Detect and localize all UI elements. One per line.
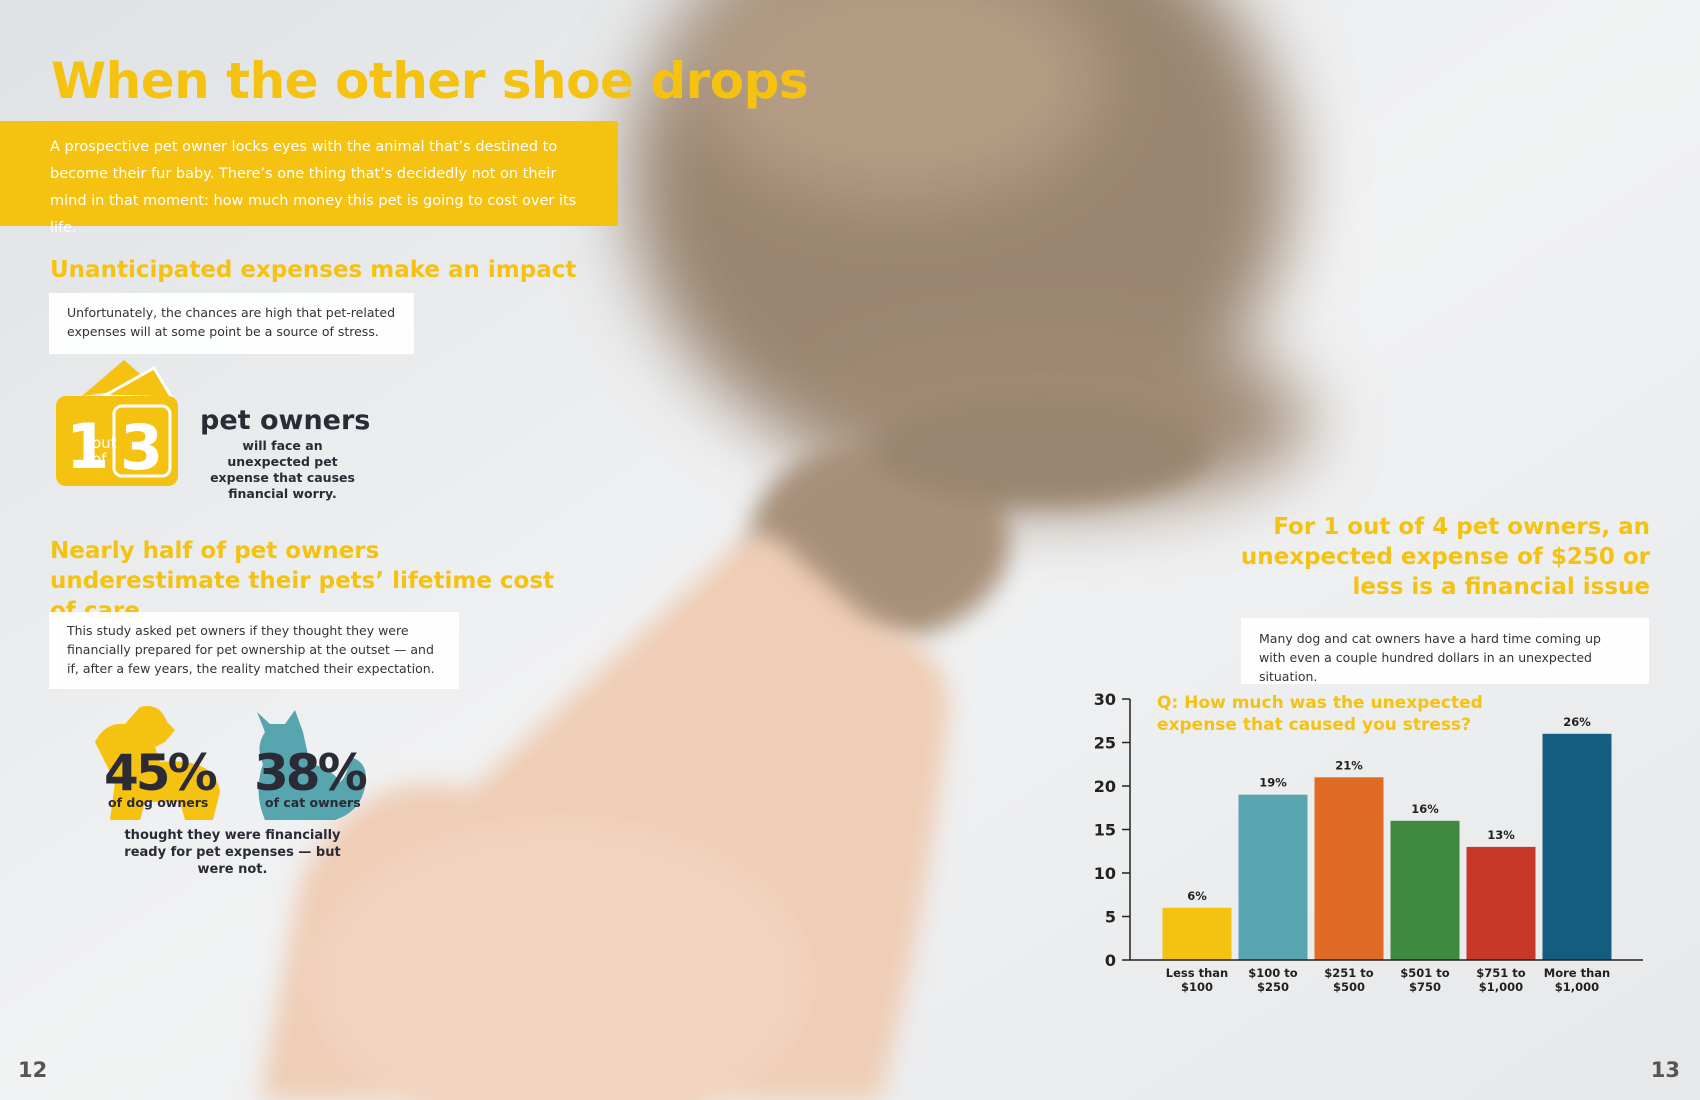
x-tick-label: $251 to $500 [1324, 966, 1374, 994]
dog-stat: 45% [104, 744, 218, 802]
pet-icons [95, 706, 366, 820]
body-text: Many dog and cat owners have a hard time… [1259, 631, 1601, 684]
stat-label: pet owners [200, 405, 371, 436]
page-number: 12 [18, 1058, 48, 1082]
section-heading: For 1 out of 4 pet owners, an unexpected… [1240, 514, 1650, 600]
intro-text: A prospective pet owner locks eyes with … [50, 139, 577, 236]
x-tick-label: $501 to $750 [1400, 966, 1450, 994]
body-text: Unfortunately, the chances are high that… [67, 305, 396, 339]
body-text: This study asked pet owners if they thou… [67, 623, 435, 676]
wallet-icon: 1 out of 3 [56, 360, 178, 486]
cat-stat: 38% [254, 744, 368, 802]
stat-out: out [92, 434, 117, 452]
pet-caption: thought they were financially ready for … [124, 828, 341, 877]
hand [260, 535, 950, 1100]
dog-stat-label: of dog owners [108, 795, 209, 810]
section-heading: Unanticipated expenses make an impact [50, 257, 577, 283]
x-tick-label: $100 to $250 [1248, 966, 1298, 994]
dog-icon [95, 706, 220, 820]
x-tick-label: Less than $100 [1165, 966, 1229, 994]
stat-three: 3 [120, 411, 163, 484]
intro-box: A prospective pet owner locks eyes with … [0, 121, 618, 236]
stat-of: of [92, 450, 107, 468]
text-box: Unfortunately, the chances are high that… [49, 293, 414, 354]
page-number: 13 [1650, 1058, 1680, 1082]
text-box: This study asked pet owners if they thou… [49, 612, 459, 689]
stat-text: will face an unexpected pet expense that… [210, 438, 355, 501]
stat-one: 1 [66, 410, 109, 483]
chart-title: Q: How much was the unexpected expense t… [1157, 693, 1483, 735]
page-title: When the other shoe drops [51, 52, 809, 110]
icon-pocket [112, 404, 172, 478]
cat-stat-label: of cat owners [265, 795, 361, 810]
section-heading: Nearly half of pet owners underestimate … [50, 538, 555, 624]
x-tick-label: $751 to $1,000 [1476, 966, 1526, 994]
text-box: Many dog and cat owners have a hard time… [1241, 618, 1649, 684]
x-tick-label: More than $1,000 [1543, 966, 1611, 994]
cat-icon [257, 710, 366, 820]
icon-body [56, 396, 178, 486]
